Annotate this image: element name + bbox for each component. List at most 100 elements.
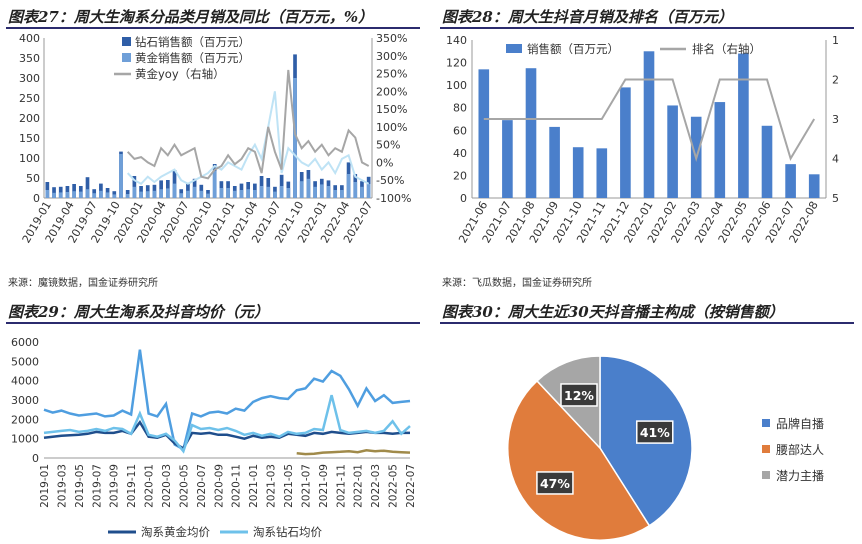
chart27-diamond-bar [52,187,56,198]
chart29-x-tick-label: 2022-07 [405,464,417,508]
chart29-x-tick-label: 2020-07 [196,464,208,508]
chart28-sales-bar [643,51,655,199]
chart29-title-rule [6,322,420,324]
chart27-gold-bar [273,191,277,198]
chart28-y2-tick-label: 1 [832,34,839,47]
chart27-gold-bar [58,192,63,198]
chart29-legend-label: 淘系黄金均价 [141,525,210,539]
chart27-gold-bar [186,190,190,198]
chart27-gold-bar [212,170,217,198]
chart29-x-tick-label: 2022-03 [370,464,382,508]
chart27-y2-tick-label: 350% [376,32,407,45]
chart29-y-tick-label: 0 [32,452,39,465]
chart29-x-tick-label: 2020-01 [144,464,156,508]
chart27-y-tick-label: 100 [19,152,40,165]
chart28-sales-bar [761,125,773,198]
chart29-douyin-line [296,449,411,456]
pie-label-box [560,383,598,407]
chart28-y2-tick-label: 2 [832,74,839,87]
chart28-y-tick-label: 0 [460,192,467,205]
chart27-y2-tick-label: 250% [376,68,407,81]
chart27-gold-bar [293,78,297,198]
chart29-y-tick-label: 6000 [11,336,39,349]
chart30-legend-swatch [762,471,770,479]
chart27-gold-bar [333,190,338,198]
chart29-x-tick-label: 2019-09 [109,464,121,508]
chart28-y-tick-label: 100 [446,79,467,92]
chart29-x-tick-label: 2020-05 [178,464,190,508]
chart29-x-tick-label: 2020-03 [161,464,173,508]
chart27-y2-tick-label: 50% [376,139,400,152]
chart28-legend-swatch [506,44,522,53]
chart27-gold-bar [232,190,237,198]
chart28-y2-tick-label: 5 [832,192,839,205]
chart29-x-tick-label: 2021-11 [335,464,347,508]
chart27-y2-tick-label: 100% [376,121,407,134]
pie-label-box [636,420,674,444]
chart29-y-tick-label: 1000 [11,433,39,446]
chart28-sales-bar [549,126,560,198]
chart27-gold-bar [226,188,230,198]
chart27-y-tick-label: 300 [19,72,40,85]
chart29-upper-line [43,349,411,452]
chart30-legend-label: 品牌自播 [776,417,824,431]
chart29-x-tick-label: 2022-05 [388,464,400,508]
chart27-y-tick-label: 200 [19,112,40,125]
chart27-secondary-yoy-line [126,91,370,186]
chart27-title: 图表27：周大生淘系分品类月销及同比（百万元，%） [8,8,374,26]
chart27-gold-bar [45,190,50,198]
chart29-x-tick-label: 2019-03 [56,464,68,508]
chart27-gold-bar [306,178,311,198]
chart27-y-tick-label: 0 [33,192,40,205]
chart27-y2-tick-label: 0% [376,156,393,169]
chart27-gold-bar [99,190,103,198]
chart29-x-tick-label: 2022-01 [353,464,365,508]
chart27-source: 来源：魔镜数据，国金证券研究所 [8,278,158,289]
chart28-sales-bar [785,164,796,198]
chart27-y-tick-label: 350 [19,52,40,65]
chart27-gold-bar [246,189,251,198]
chart27-gold-bar [132,186,137,198]
chart27-diamond-bar [72,184,76,198]
chart27-y2-tick-label: 150% [376,103,407,116]
chart27-gold-bar [152,190,157,198]
chart28-source: 来源：飞瓜数据，国金证券研究所 [442,278,592,289]
chart27-y-tick-label: 150 [19,132,40,145]
chart29-x-tick-label: 2021-07 [300,464,312,508]
chart29-x-tick-label: 2019-07 [91,464,103,508]
pie-label-box [536,471,574,495]
chart27-y2-tick-label: -100% [376,192,411,205]
chart27-legend-label: 钻石销售额（百万元） [135,35,250,49]
chart27-gold-bar [139,191,143,198]
chart27-gold-bar [239,190,244,198]
chart27-gold-bar [52,192,56,198]
chart28-title: 图表28：周大生抖音月销及排名（百万元） [442,8,733,26]
chart27-gold-bar [125,194,130,198]
chart29-x-tick-label: 2021-05 [283,464,295,508]
chart27-gold-bar [72,191,76,198]
chart30-title: 图表30：周大生近30天抖音播主构成（按销售额） [442,303,784,321]
chart29-y-tick-label: 2000 [11,413,39,426]
chart27-gold-bar [119,154,123,198]
chart28-y-tick-label: 20 [453,169,467,182]
chart27-gold-bar [253,190,257,198]
chart27-gold-yoy-line [126,69,370,180]
chart29-legend-label: 淘系钻石均价 [253,525,322,539]
chart28-legend-label: 排名（右轴） [692,42,761,56]
chart28-sales-bar [525,68,537,198]
chart28-sales-bar [478,69,490,198]
chart27-y-tick-label: 400 [19,32,40,45]
chart27-gold-bar [326,186,331,198]
chart27-gold-bar [206,193,210,198]
chart27-gold-bar [65,192,70,198]
chart28-y-tick-label: 80 [453,102,467,115]
chart27-gold-bar [145,191,150,198]
chart27-gold-bar [353,182,358,198]
chart28-sales-bar [808,174,820,198]
chart27-y-tick-label: 250 [19,92,40,105]
chart29-y-tick-label: 3000 [11,394,39,407]
pie-data-label: 12% [564,388,594,403]
chart27-gold-bar [266,186,271,198]
chart27-gold-bar [366,184,371,198]
